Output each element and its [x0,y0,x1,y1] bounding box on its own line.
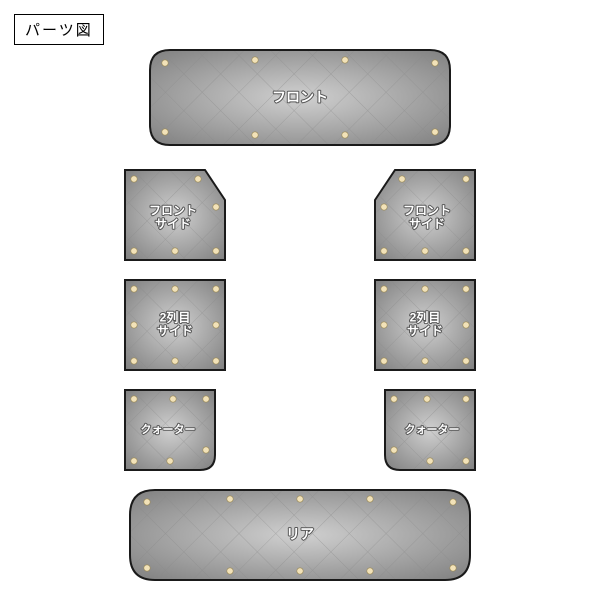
panel-label-quarter-right: クォーター [405,423,460,436]
stud [463,286,469,292]
stud [172,248,178,254]
stud [432,129,438,135]
stud [131,176,137,182]
stud [381,322,387,328]
parts-diagram: フロントフロントサイド フロントサイド 2列目サイド 2列目サイドクォーター クォーター… [0,0,600,600]
stud [172,358,178,364]
stud [381,248,387,254]
panel-label-quarter-left: クォーター [141,423,196,436]
panel-quarter-left: クォーター [125,390,215,470]
panel-quarter-right: クォーター [385,390,475,470]
stud [227,496,233,502]
stud [252,132,258,138]
stud [170,396,176,402]
stud [381,204,387,210]
stud [131,358,137,364]
stud [213,248,219,254]
panel-label-row2-right: 2列目サイド [407,310,443,339]
stud [297,568,303,574]
stud [252,57,258,63]
stud [172,286,178,292]
stud [422,358,428,364]
stud [213,286,219,292]
stud [213,358,219,364]
panel-front: フロント [150,50,450,145]
stud [391,396,397,402]
stud [391,447,397,453]
panel-rear: リア [130,490,470,580]
stud [463,358,469,364]
panel-row2-right: 2列目サイド [375,280,475,370]
panel-label-row2-left: 2列目サイド [157,310,193,339]
panel-label-rear: リア [286,526,314,542]
stud [424,396,430,402]
stud [427,458,433,464]
stud [167,458,173,464]
stud [162,60,168,66]
stud [422,286,428,292]
stud [463,176,469,182]
stud [367,568,373,574]
stud [131,286,137,292]
panel-label-front-side-left: フロントサイド [149,204,197,232]
stud [297,496,303,502]
stud [342,132,348,138]
stud [131,248,137,254]
stud [381,286,387,292]
stud [432,60,438,66]
panel-row2-left: 2列目サイド [125,280,225,370]
stud [131,458,137,464]
stud [450,565,456,571]
stud [213,322,219,328]
stud [463,396,469,402]
panel-front-side-left: フロントサイド [125,170,225,260]
stud [213,204,219,210]
stud [342,57,348,63]
stud [131,322,137,328]
stud [162,129,168,135]
stud [144,499,150,505]
stud [227,568,233,574]
stud [399,176,405,182]
panel-front-side-right: フロントサイド [375,170,475,260]
stud [463,248,469,254]
stud [463,458,469,464]
stud [131,396,137,402]
stud [422,248,428,254]
stud [450,499,456,505]
stud [381,358,387,364]
panel-label-front-side-right: フロントサイド [403,204,451,232]
panel-label-front: フロント [272,89,328,105]
stud [144,565,150,571]
stud [203,447,209,453]
stud [195,176,201,182]
stud [463,322,469,328]
stud [367,496,373,502]
stud [203,396,209,402]
